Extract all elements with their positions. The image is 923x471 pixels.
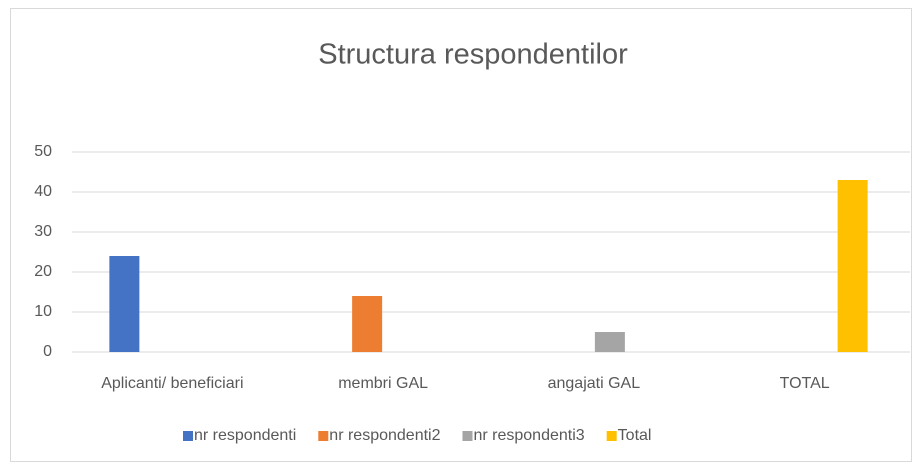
chart-border xyxy=(10,8,912,462)
x-tick-label: membri GAL xyxy=(338,375,428,392)
bar xyxy=(352,296,383,352)
bar xyxy=(109,256,140,352)
legend-swatch xyxy=(606,431,617,441)
chart-title: Structura respondentilor xyxy=(318,39,628,71)
legend-swatch xyxy=(318,431,329,441)
legend-swatch xyxy=(462,431,473,441)
legend-label: nr respondenti xyxy=(194,427,296,444)
legend-swatch xyxy=(183,431,193,441)
legend-label: nr respondenti3 xyxy=(473,427,584,444)
x-tick-label: Aplicanti/ beneficiari xyxy=(101,375,243,392)
y-tick-label: 10 xyxy=(34,303,52,320)
x-tick-label: TOTAL xyxy=(780,375,830,392)
y-tick-label: 20 xyxy=(34,263,52,280)
y-tick-label: 40 xyxy=(34,183,52,200)
y-tick-label: 30 xyxy=(34,223,52,240)
y-tick-label: 50 xyxy=(34,143,52,160)
bar xyxy=(594,332,625,352)
bar xyxy=(837,180,868,352)
legend-label: Total xyxy=(618,427,652,444)
legend-label: nr respondenti2 xyxy=(329,427,440,444)
x-tick-label: angajati GAL xyxy=(548,375,641,392)
y-tick-label: 0 xyxy=(43,343,52,360)
